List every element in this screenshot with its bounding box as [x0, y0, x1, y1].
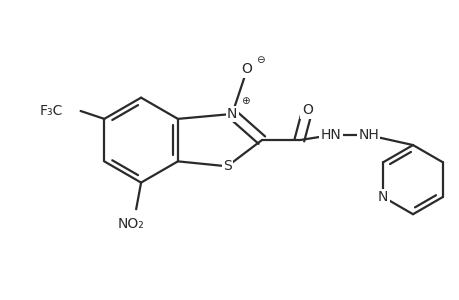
- Text: N: N: [227, 107, 237, 121]
- Text: N: N: [377, 190, 387, 204]
- Text: ⊖: ⊖: [256, 55, 265, 64]
- Text: ⊕: ⊕: [240, 96, 249, 106]
- Text: S: S: [223, 159, 231, 173]
- Text: NO₂: NO₂: [118, 217, 144, 231]
- Text: HN: HN: [320, 128, 341, 142]
- Text: O: O: [241, 62, 252, 76]
- Text: O: O: [301, 103, 312, 118]
- Text: NH: NH: [358, 128, 378, 142]
- Text: F₃C: F₃C: [39, 104, 63, 118]
